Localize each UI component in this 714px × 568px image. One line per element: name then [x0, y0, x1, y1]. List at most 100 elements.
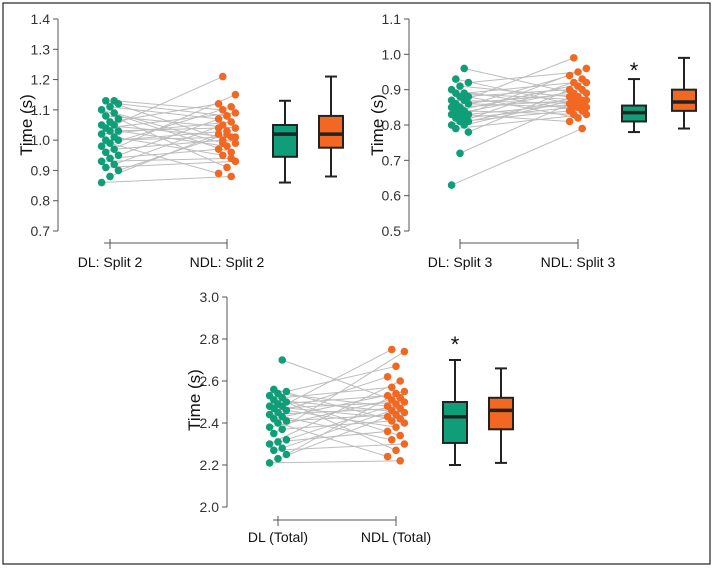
data-points — [447, 54, 591, 189]
paired-line — [269, 460, 401, 464]
dl-data-point — [110, 109, 118, 117]
ndl-data-point — [214, 115, 223, 123]
y-axis-title: Time (s) — [17, 94, 36, 156]
ndl-data-point — [565, 117, 574, 126]
ndl-data-point — [214, 169, 223, 178]
dl-data-point — [110, 160, 118, 169]
ndl-data-point — [565, 71, 574, 80]
category-label-ndl-total: NDL (Total) — [361, 529, 431, 545]
ndl-data-point — [392, 362, 400, 371]
ndl-data-point — [400, 387, 409, 396]
paired-line — [101, 175, 232, 184]
data-points — [97, 72, 240, 187]
y-tick-label: 0.5 — [382, 223, 402, 239]
dl-data-point — [270, 385, 278, 394]
ndl-data-point — [219, 151, 227, 160]
ndl-data-point — [214, 100, 223, 108]
dl-data-point — [102, 163, 110, 172]
dl-data-point — [456, 82, 464, 90]
paired-line — [105, 112, 236, 129]
category-label-ndl-split3: NDL: Split 3 — [541, 254, 616, 270]
paired-line — [277, 430, 388, 443]
paired-line — [118, 130, 228, 141]
ndl-data-point — [392, 446, 400, 455]
dl-data-point — [265, 440, 274, 448]
box-plots — [272, 75, 344, 184]
y-tick-label: 2.0 — [200, 499, 220, 515]
dl-data-point — [278, 444, 287, 453]
paired-line — [464, 57, 574, 101]
ndl-data-point — [214, 130, 223, 138]
y-tick-label: 1.1 — [382, 11, 402, 27]
paired-line — [277, 422, 388, 458]
y-tick-label: 0.6 — [382, 188, 402, 204]
significance-marker: * — [630, 58, 639, 83]
paired-line — [105, 160, 236, 168]
dl-data-point — [447, 96, 456, 105]
y-tick-label: 1.2 — [31, 72, 51, 88]
paired-line — [273, 388, 405, 424]
ndl-box-iqr — [671, 88, 697, 112]
dl-data-point — [270, 446, 278, 455]
dl-data-point — [114, 115, 123, 123]
ndl-data-point — [400, 347, 409, 356]
y-tick-label: 0.9 — [31, 162, 51, 178]
ndl-data-point — [392, 423, 400, 432]
y-axis-ticks: 0.7 0.8 0.9 1.0 1.1 1.2 1.3 1.4 — [31, 11, 228, 249]
ndl-data-point — [578, 75, 586, 83]
panel-split-3: 0.5 0.6 0.7 0.8 0.9 1.0 1.1 Time (s) DL: Split… — [368, 11, 697, 270]
ndl-data-point — [219, 139, 227, 147]
dl-data-point — [464, 128, 473, 136]
paired-line — [118, 133, 228, 171]
dl-data-point — [270, 429, 278, 438]
ndl-data-point — [231, 133, 240, 141]
dl-box-iqr — [442, 401, 468, 444]
y-tick-label: 2.4 — [200, 415, 220, 431]
ndl-data-point — [223, 112, 231, 120]
y-tick-label: 2.2 — [200, 457, 220, 473]
ndl-data-point — [214, 145, 223, 154]
ndl-data-point — [400, 440, 409, 448]
dl-data-point — [265, 459, 274, 467]
category-label-dl-split2: DL: Split 2 — [78, 254, 143, 270]
paired-line — [455, 92, 587, 105]
ndl-data-point — [388, 436, 396, 444]
ndl-data-point — [231, 124, 240, 132]
paired-line — [459, 103, 570, 154]
dl-box-iqr — [272, 124, 298, 158]
dl-data-point — [274, 454, 282, 463]
y-tick-label: 1.4 — [31, 11, 51, 27]
dl-data-point — [106, 103, 114, 111]
category-label-dl-total: DL (Total) — [248, 529, 308, 545]
dl-data-point — [282, 387, 291, 396]
category-label-ndl-split2: NDL: Split 2 — [190, 254, 265, 270]
paired-line — [109, 106, 219, 120]
dl-data-point — [97, 157, 106, 166]
dl-data-point — [110, 96, 118, 105]
paired-line — [105, 100, 236, 144]
ndl-data-point — [383, 402, 392, 411]
ndl-data-point — [396, 457, 405, 465]
dl-data-point — [106, 118, 114, 126]
paired-line — [269, 407, 401, 416]
paired-lines — [101, 76, 236, 184]
dl-data-point — [97, 106, 106, 114]
y-tick-label: 2.6 — [200, 373, 220, 389]
dl-data-point — [447, 121, 456, 129]
y-tick-label: 3.0 — [200, 289, 220, 305]
dl-data-point — [97, 121, 106, 129]
dl-data-point — [110, 145, 118, 154]
ndl-data-point — [388, 383, 396, 392]
ndl-data-point — [574, 68, 582, 76]
dl-data-point — [282, 436, 291, 444]
dl-data-point — [278, 356, 287, 364]
dl-data-point — [102, 148, 110, 157]
ndl-data-point — [227, 118, 235, 126]
paired-lines — [451, 57, 587, 186]
paired-line — [118, 130, 228, 147]
y-tick-label: 1.3 — [31, 41, 51, 57]
y-tick-label: 0.7 — [382, 152, 402, 168]
ndl-data-point — [223, 163, 231, 172]
dl-data-point — [265, 391, 274, 400]
paired-line — [468, 71, 579, 84]
